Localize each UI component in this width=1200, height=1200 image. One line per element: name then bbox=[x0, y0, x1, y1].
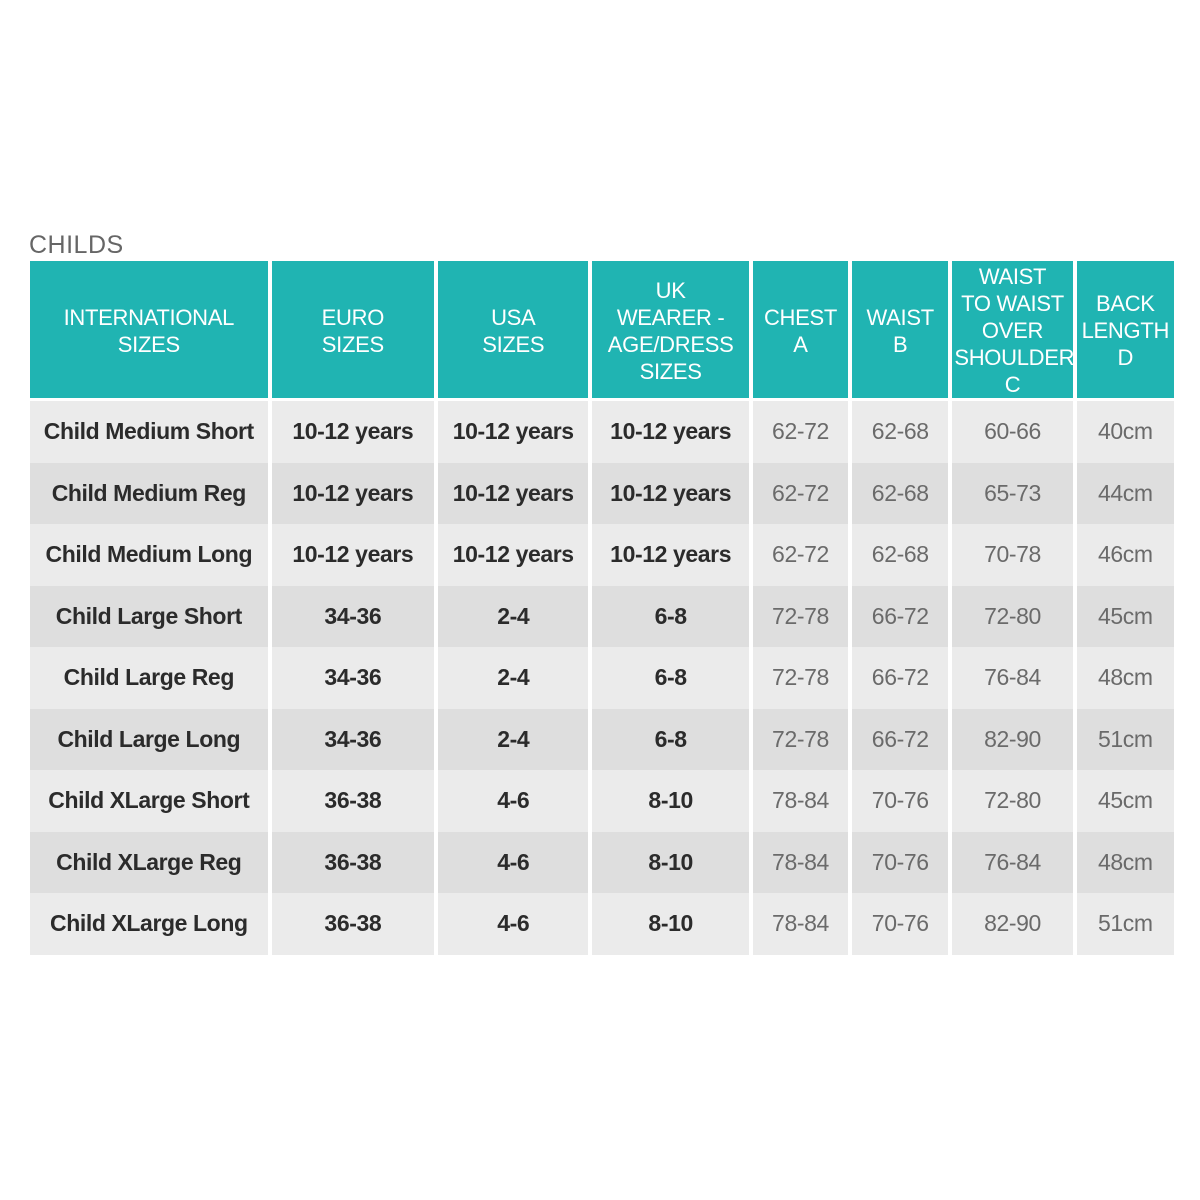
chest-cell: 62-72 bbox=[752, 401, 849, 463]
back-length-cell: 48cm bbox=[1076, 647, 1174, 709]
international-size-cell: Child Medium Long bbox=[30, 524, 268, 586]
waist-to-waist-cell: 72-80 bbox=[952, 770, 1073, 832]
header-waist: WAIST B bbox=[852, 263, 949, 398]
table-row: Child Large Reg 34-36 2-4 6-8 72-78 66-72 76-8… bbox=[30, 647, 1174, 709]
chest-cell: 78-84 bbox=[752, 770, 849, 832]
section-title: CHILDS bbox=[29, 231, 124, 259]
waist-cell: 66-72 bbox=[852, 647, 949, 709]
uk-size-cell: 8-10 bbox=[592, 831, 749, 893]
back-length-cell: 45cm bbox=[1076, 585, 1174, 647]
waist-to-waist-cell: 60-66 bbox=[952, 401, 1073, 463]
table-row: Child Medium Long 10-12 years 10-12 years 1… bbox=[30, 524, 1174, 586]
euro-size-cell: 34-36 bbox=[271, 708, 435, 770]
uk-size-cell: 6-8 bbox=[592, 708, 749, 770]
waist-cell: 70-76 bbox=[852, 831, 949, 893]
waist-to-waist-cell: 76-84 bbox=[952, 647, 1073, 709]
table-row: Child Medium Short 10-12 years 10-12 years… bbox=[30, 401, 1174, 463]
usa-size-cell: 4-6 bbox=[438, 831, 589, 893]
chest-cell: 72-78 bbox=[752, 585, 849, 647]
table-body: Child Medium Short 10-12 years 10-12 years… bbox=[30, 401, 1174, 955]
international-size-cell: Child Large Reg bbox=[30, 647, 268, 709]
euro-size-cell: 10-12 years bbox=[271, 401, 435, 463]
header-spacer-cell bbox=[30, 398, 1174, 401]
table-row: Child Large Short 34-36 2-4 6-8 72-78 66-72 72… bbox=[30, 585, 1174, 647]
back-length-cell: 51cm bbox=[1076, 893, 1174, 955]
waist-to-waist-cell: 82-90 bbox=[952, 893, 1073, 955]
size-table: INTERNATIONAL SIZES EURO SIZES USA SIZES… bbox=[26, 263, 1178, 955]
table-row: Child XLarge Long 36-38 4-6 8-10 78-84 70-76 8… bbox=[30, 893, 1174, 955]
usa-size-cell: 2-4 bbox=[438, 647, 589, 709]
back-length-cell: 48cm bbox=[1076, 831, 1174, 893]
back-length-cell: 45cm bbox=[1076, 770, 1174, 832]
international-size-cell: Child Large Short bbox=[30, 585, 268, 647]
uk-size-cell: 6-8 bbox=[592, 647, 749, 709]
international-size-cell: Child XLarge Long bbox=[30, 893, 268, 955]
usa-size-cell: 10-12 years bbox=[438, 462, 589, 524]
chest-cell: 62-72 bbox=[752, 462, 849, 524]
header-spacer bbox=[30, 398, 1174, 401]
header-waist-to-waist: WAIST TO WAIST OVER SHOULDER C bbox=[952, 263, 1075, 398]
uk-size-cell: 10-12 years bbox=[592, 401, 749, 463]
euro-size-cell: 36-38 bbox=[271, 770, 435, 832]
usa-size-cell: 10-12 years bbox=[438, 401, 589, 463]
euro-size-cell: 36-38 bbox=[271, 831, 435, 893]
usa-size-cell: 4-6 bbox=[438, 770, 589, 832]
header-back-length: BACK LENGTH D bbox=[1076, 263, 1174, 398]
uk-size-cell: 8-10 bbox=[592, 770, 749, 832]
waist-to-waist-cell: 76-84 bbox=[952, 831, 1073, 893]
waist-cell: 70-76 bbox=[852, 770, 949, 832]
chest-cell: 78-84 bbox=[752, 893, 849, 955]
back-length-cell: 51cm bbox=[1076, 708, 1174, 770]
waist-cell: 70-76 bbox=[852, 893, 949, 955]
table-row: Child Medium Reg 10-12 years 10-12 years 10… bbox=[30, 462, 1174, 524]
waist-to-waist-cell: 65-73 bbox=[952, 462, 1073, 524]
waist-to-waist-cell: 82-90 bbox=[952, 708, 1073, 770]
header-international-sizes: INTERNATIONAL SIZES bbox=[30, 263, 268, 398]
usa-size-cell: 2-4 bbox=[438, 585, 589, 647]
table-row: Child XLarge Short 36-38 4-6 8-10 78-84 70-76… bbox=[30, 770, 1174, 832]
euro-size-cell: 10-12 years bbox=[271, 462, 435, 524]
chest-cell: 72-78 bbox=[752, 708, 849, 770]
back-length-cell: 44cm bbox=[1076, 462, 1174, 524]
uk-size-cell: 10-12 years bbox=[592, 462, 749, 524]
uk-size-cell: 10-12 years bbox=[592, 524, 749, 586]
international-size-cell: Child Medium Short bbox=[30, 401, 268, 463]
euro-size-cell: 10-12 years bbox=[271, 524, 435, 586]
international-size-cell: Child XLarge Reg bbox=[30, 831, 268, 893]
header-chest: CHEST A bbox=[752, 263, 849, 398]
chest-cell: 78-84 bbox=[752, 831, 849, 893]
waist-cell: 62-68 bbox=[852, 524, 949, 586]
table-row: Child Large Long 34-36 2-4 6-8 72-78 66-72 82-… bbox=[30, 708, 1174, 770]
uk-size-cell: 6-8 bbox=[592, 585, 749, 647]
usa-size-cell: 2-4 bbox=[438, 708, 589, 770]
waist-cell: 62-68 bbox=[852, 462, 949, 524]
header-euro-sizes: EURO SIZES bbox=[271, 263, 435, 398]
header-usa-sizes: USA SIZES bbox=[438, 263, 589, 398]
header-uk-sizes: UK WEARER - AGE/DRESS SIZES bbox=[592, 263, 749, 398]
header-row: INTERNATIONAL SIZES EURO SIZES USA SIZES… bbox=[30, 263, 1174, 398]
euro-size-cell: 34-36 bbox=[271, 647, 435, 709]
international-size-cell: Child XLarge Short bbox=[30, 770, 268, 832]
waist-cell: 66-72 bbox=[852, 585, 949, 647]
table-header: INTERNATIONAL SIZES EURO SIZES USA SIZES… bbox=[30, 263, 1174, 401]
back-length-cell: 46cm bbox=[1076, 524, 1174, 586]
back-length-cell: 40cm bbox=[1076, 401, 1174, 463]
international-size-cell: Child Medium Reg bbox=[30, 462, 268, 524]
chest-cell: 62-72 bbox=[752, 524, 849, 586]
chest-cell: 72-78 bbox=[752, 647, 849, 709]
waist-to-waist-cell: 72-80 bbox=[952, 585, 1073, 647]
waist-cell: 66-72 bbox=[852, 708, 949, 770]
waist-cell: 62-68 bbox=[852, 401, 949, 463]
uk-size-cell: 8-10 bbox=[592, 893, 749, 955]
usa-size-cell: 10-12 years bbox=[438, 524, 589, 586]
international-size-cell: Child Large Long bbox=[30, 708, 268, 770]
table-row: Child XLarge Reg 36-38 4-6 8-10 78-84 70-76 76… bbox=[30, 831, 1174, 893]
usa-size-cell: 4-6 bbox=[438, 893, 589, 955]
euro-size-cell: 34-36 bbox=[271, 585, 435, 647]
waist-to-waist-cell: 70-78 bbox=[952, 524, 1073, 586]
euro-size-cell: 36-38 bbox=[271, 893, 435, 955]
